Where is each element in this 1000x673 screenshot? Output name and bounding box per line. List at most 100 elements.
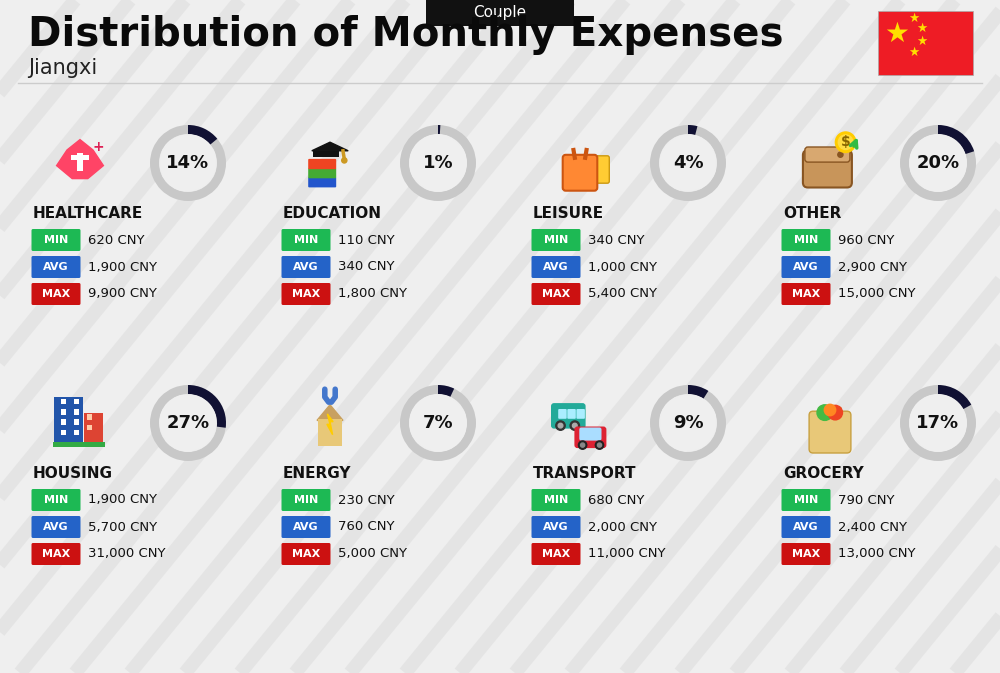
Circle shape [910,135,966,191]
FancyBboxPatch shape [282,489,330,511]
Text: 2,400 CNY: 2,400 CNY [838,520,907,534]
FancyBboxPatch shape [32,543,80,565]
Text: 9%: 9% [673,414,703,432]
FancyBboxPatch shape [282,229,330,251]
Text: 960 CNY: 960 CNY [838,234,894,246]
Text: MIN: MIN [294,495,318,505]
Text: MAX: MAX [42,549,70,559]
Text: 340 CNY: 340 CNY [338,260,394,273]
Text: 2,000 CNY: 2,000 CNY [588,520,657,534]
Text: MIN: MIN [44,495,68,505]
FancyBboxPatch shape [809,411,851,453]
Circle shape [570,421,579,430]
Wedge shape [438,125,440,134]
Wedge shape [938,385,971,409]
FancyBboxPatch shape [558,409,567,419]
Circle shape [836,133,855,152]
Circle shape [597,443,602,447]
FancyBboxPatch shape [782,543,830,565]
Text: HEALTHCARE: HEALTHCARE [33,205,143,221]
Text: 31,000 CNY: 31,000 CNY [88,548,166,561]
Circle shape [342,157,347,163]
FancyBboxPatch shape [87,425,92,430]
Polygon shape [327,414,333,435]
Text: ★: ★ [908,46,920,59]
Text: 13,000 CNY: 13,000 CNY [838,548,916,561]
Polygon shape [312,142,348,151]
Text: ★: ★ [916,35,928,48]
Text: 5,400 CNY: 5,400 CNY [588,287,657,301]
Text: 620 CNY: 620 CNY [88,234,144,246]
Wedge shape [150,385,226,461]
Circle shape [660,395,716,451]
Text: HOUSING: HOUSING [33,466,113,481]
FancyBboxPatch shape [60,398,66,404]
FancyBboxPatch shape [551,403,586,429]
Text: AVG: AVG [543,262,569,272]
FancyBboxPatch shape [74,419,79,425]
Text: Couple: Couple [473,5,527,20]
Wedge shape [688,125,697,135]
Text: AVG: AVG [543,522,569,532]
Circle shape [838,135,853,149]
Circle shape [838,152,843,157]
Circle shape [556,421,565,430]
Wedge shape [938,125,974,154]
Text: 7%: 7% [423,414,453,432]
FancyBboxPatch shape [282,256,330,278]
FancyBboxPatch shape [53,442,105,447]
FancyBboxPatch shape [426,0,574,26]
Text: AVG: AVG [293,262,319,272]
FancyBboxPatch shape [563,155,597,190]
Text: MAX: MAX [42,289,70,299]
Polygon shape [317,404,343,421]
Circle shape [581,443,585,447]
Text: 680 CNY: 680 CNY [588,493,644,507]
FancyBboxPatch shape [87,415,92,420]
Wedge shape [400,385,476,461]
FancyBboxPatch shape [782,516,830,538]
FancyBboxPatch shape [782,489,830,511]
Text: AVG: AVG [43,522,69,532]
Circle shape [558,423,563,428]
Wedge shape [900,125,976,201]
Circle shape [572,423,577,428]
FancyBboxPatch shape [579,427,602,441]
FancyBboxPatch shape [308,168,336,178]
Wedge shape [400,125,476,201]
Polygon shape [57,139,103,178]
Circle shape [160,135,216,191]
FancyBboxPatch shape [878,11,973,75]
FancyBboxPatch shape [532,283,580,305]
FancyBboxPatch shape [532,543,580,565]
Text: MIN: MIN [544,235,568,245]
Text: ENERGY: ENERGY [283,466,352,481]
Text: 1%: 1% [423,154,453,172]
Text: 1,000 CNY: 1,000 CNY [588,260,657,273]
FancyBboxPatch shape [574,427,606,448]
Circle shape [660,135,716,191]
Wedge shape [150,125,226,201]
FancyBboxPatch shape [308,177,336,187]
Wedge shape [438,385,454,397]
FancyBboxPatch shape [32,256,80,278]
Text: 20%: 20% [916,154,960,172]
Text: TRANSPORT: TRANSPORT [533,466,637,481]
Wedge shape [688,385,708,398]
FancyBboxPatch shape [587,156,609,183]
Circle shape [595,441,604,450]
FancyBboxPatch shape [308,159,336,169]
FancyBboxPatch shape [32,283,80,305]
Text: MIN: MIN [794,235,818,245]
Text: AVG: AVG [793,522,819,532]
FancyBboxPatch shape [71,155,89,160]
FancyBboxPatch shape [782,283,830,305]
Text: +: + [92,141,104,154]
FancyBboxPatch shape [803,150,852,188]
FancyBboxPatch shape [77,153,83,171]
Text: MAX: MAX [542,549,570,559]
Text: 9,900 CNY: 9,900 CNY [88,287,157,301]
FancyBboxPatch shape [782,256,830,278]
Text: AVG: AVG [793,262,819,272]
Text: Jiangxi: Jiangxi [28,58,97,78]
